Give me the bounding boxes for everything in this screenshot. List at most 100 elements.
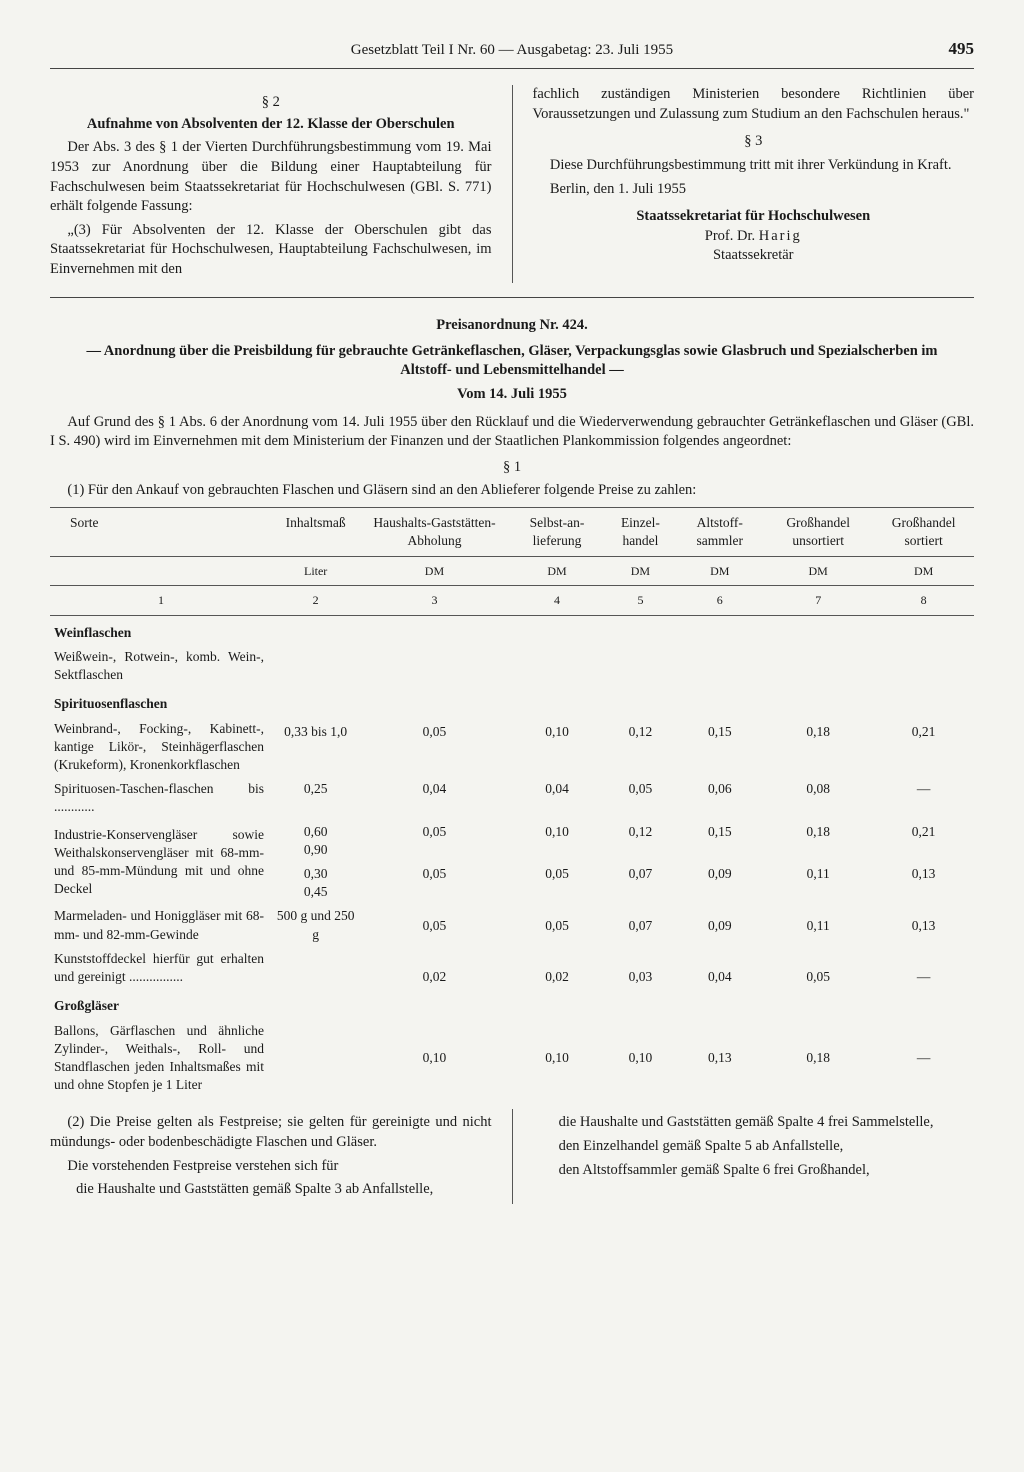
- cell: 0,07: [604, 904, 676, 946]
- signature-block: Staatssekretariat für Hochschulwesen Pro…: [533, 207, 975, 266]
- cell: 0,04: [510, 777, 605, 819]
- cell: 0,08: [763, 777, 873, 819]
- col-num: 5: [604, 586, 676, 615]
- top-columns: § 2 Aufnahme von Absolventen der 12. Kla…: [50, 85, 974, 298]
- table-row: Marmeladen- und Honiggläser mit 68-mm- u…: [50, 904, 974, 946]
- cell: —: [873, 777, 974, 819]
- cell: 0,03: [604, 947, 676, 989]
- cell: 0,11: [763, 862, 873, 904]
- col-unit: DM: [873, 557, 974, 586]
- cell-sorte: Marmeladen- und Honiggläser mit 68-mm- u…: [50, 904, 272, 946]
- running-header: Gesetzblatt Teil I Nr. 60 — Ausgabetag: …: [50, 40, 974, 69]
- page-number: 495: [949, 38, 975, 61]
- col-header: Haushalts-Gaststätten-Abholung: [359, 507, 509, 556]
- col-header: Großhandel sortiert: [873, 507, 974, 556]
- col-unit: DM: [359, 557, 509, 586]
- cell: —: [873, 947, 974, 989]
- cell: 0,15: [676, 687, 763, 777]
- category-header: Großgläser: [50, 989, 974, 1018]
- col-header: Altstoff-sammler: [676, 507, 763, 556]
- cell: 0,21: [873, 820, 974, 862]
- cell: 0,10: [510, 1019, 605, 1098]
- table-row: Spirituosen-Taschen-flaschen bis .......…: [50, 777, 974, 819]
- col-unit: Liter: [272, 557, 359, 586]
- sub-paragraph: die Haushalte und Gaststätten gemäß Spal…: [559, 1113, 974, 1133]
- cell: 0,15: [676, 820, 763, 862]
- cell: [272, 947, 359, 989]
- clause: (1) Für den Ankauf von gebrauchten Flasc…: [50, 481, 974, 501]
- section-number: § 2: [50, 93, 492, 113]
- paragraph: Die vorstehenden Festpreise verstehen si…: [50, 1157, 492, 1177]
- column-divider: [512, 1109, 513, 1203]
- cell: 0,13: [873, 862, 974, 904]
- cell: 0,10: [510, 820, 605, 862]
- col-num: 7: [763, 586, 873, 615]
- cell: 0,05: [359, 904, 509, 946]
- col-num: 4: [510, 586, 605, 615]
- table-row: Weißwein-, Rotwein-, komb. Wein-, Sektfl…: [50, 645, 974, 687]
- cell-sorte: Weinbrand-, Focking-, Kabinett-, kantige…: [50, 717, 272, 778]
- cell: 0,11: [763, 904, 873, 946]
- section-number: § 3: [533, 132, 975, 152]
- col-num: 1: [50, 586, 272, 615]
- col-header: Einzel-handel: [604, 507, 676, 556]
- header-text: Gesetzblatt Teil I Nr. 60 — Ausgabetag: …: [351, 42, 673, 58]
- document-page: Gesetzblatt Teil I Nr. 60 — Ausgabetag: …: [0, 0, 1024, 1472]
- cell: —: [873, 1019, 974, 1098]
- category-header: Weinflaschen: [50, 615, 974, 645]
- cell: 0,18: [763, 820, 873, 862]
- col-unit: DM: [763, 557, 873, 586]
- paragraph: Der Abs. 3 des § 1 der Vierten Durchführ…: [50, 138, 492, 216]
- cell: 0,10: [510, 687, 605, 777]
- ordinance-number: Preisanordnung Nr. 424.: [50, 316, 974, 336]
- cell-sorte: Weißwein-, Rotwein-, komb. Wein-, Sektfl…: [50, 645, 272, 687]
- table-unit-row: Liter DM DM DM DM DM DM: [50, 557, 974, 586]
- cell: 0,04: [359, 777, 509, 819]
- table-row: Weinflaschen: [50, 615, 974, 645]
- bottom-left-column: (2) Die Preise gelten als Festpreise; si…: [50, 1109, 492, 1203]
- cell: 0,05: [359, 687, 509, 777]
- intro-paragraph: Auf Grund des § 1 Abs. 6 der Anordnung v…: [50, 413, 974, 452]
- table-row: Industrie-Konservengläser sowie Weithals…: [50, 820, 974, 862]
- table-row: Großgläser: [50, 989, 974, 1018]
- paragraph: „(3) Für Absolventen der 12. Klasse der …: [50, 221, 492, 280]
- section-number: § 1: [50, 458, 974, 478]
- col-header: Sorte: [50, 507, 272, 556]
- cell: 0,05: [604, 777, 676, 819]
- table-row: Kunststoffdeckel hierfür gut erhalten un…: [50, 947, 974, 989]
- paragraph: fachlich zuständigen Ministerien besonde…: [533, 85, 975, 124]
- top-left-column: § 2 Aufnahme von Absolventen der 12. Kla…: [50, 85, 492, 283]
- cell: [272, 1019, 359, 1098]
- bottom-right-column: die Haushalte und Gaststätten gemäß Spal…: [533, 1109, 975, 1203]
- paragraph: Diese Durchführungsbestimmung tritt mit …: [533, 156, 975, 176]
- col-num: 6: [676, 586, 763, 615]
- cell: 0,25: [272, 777, 359, 819]
- cell: 0,04: [676, 947, 763, 989]
- cell: 0,18: [763, 687, 873, 777]
- col-num: 3: [359, 586, 509, 615]
- cell: 0,05: [510, 862, 605, 904]
- sub-paragraph: den Einzelhandel gemäß Spalte 5 ab Anfal…: [559, 1137, 974, 1157]
- cell: 0,05: [763, 947, 873, 989]
- signature-org: Staatssekretariat für Hochschulwesen: [533, 207, 975, 227]
- cell: 0,33 bis 1,0: [272, 687, 359, 777]
- col-num: 2: [272, 586, 359, 615]
- cell-sorte: Industrie-Konservengläser sowie Weithals…: [50, 820, 272, 905]
- cell: 0,09: [676, 862, 763, 904]
- cell: 0,06: [676, 777, 763, 819]
- cell-sorte: Kunststoffdeckel hierfür gut erhalten un…: [50, 947, 272, 989]
- top-right-column: fachlich zuständigen Ministerien besonde…: [533, 85, 975, 283]
- column-divider: [512, 85, 513, 283]
- cell: 0,09: [676, 904, 763, 946]
- table-header-row: Sorte Inhaltsmaß Haushalts-Gaststätten-A…: [50, 507, 974, 556]
- cell: 0,12: [604, 687, 676, 777]
- col-header: Inhaltsmaß: [272, 507, 359, 556]
- col-unit: DM: [604, 557, 676, 586]
- table-row: Spirituosenflaschen 0,33 bis 1,0 0,05 0,…: [50, 687, 974, 716]
- ordinance-title: — Anordnung über die Preisbildung für ge…: [80, 342, 944, 381]
- paragraph: (2) Die Preise gelten als Festpreise; si…: [50, 1113, 492, 1152]
- signature-name: Prof. Dr. Harig: [533, 227, 975, 247]
- col-header: Großhandel unsortiert: [763, 507, 873, 556]
- cell: 0,30 0,45: [272, 862, 359, 904]
- cell: 0,60 0,90: [272, 820, 359, 862]
